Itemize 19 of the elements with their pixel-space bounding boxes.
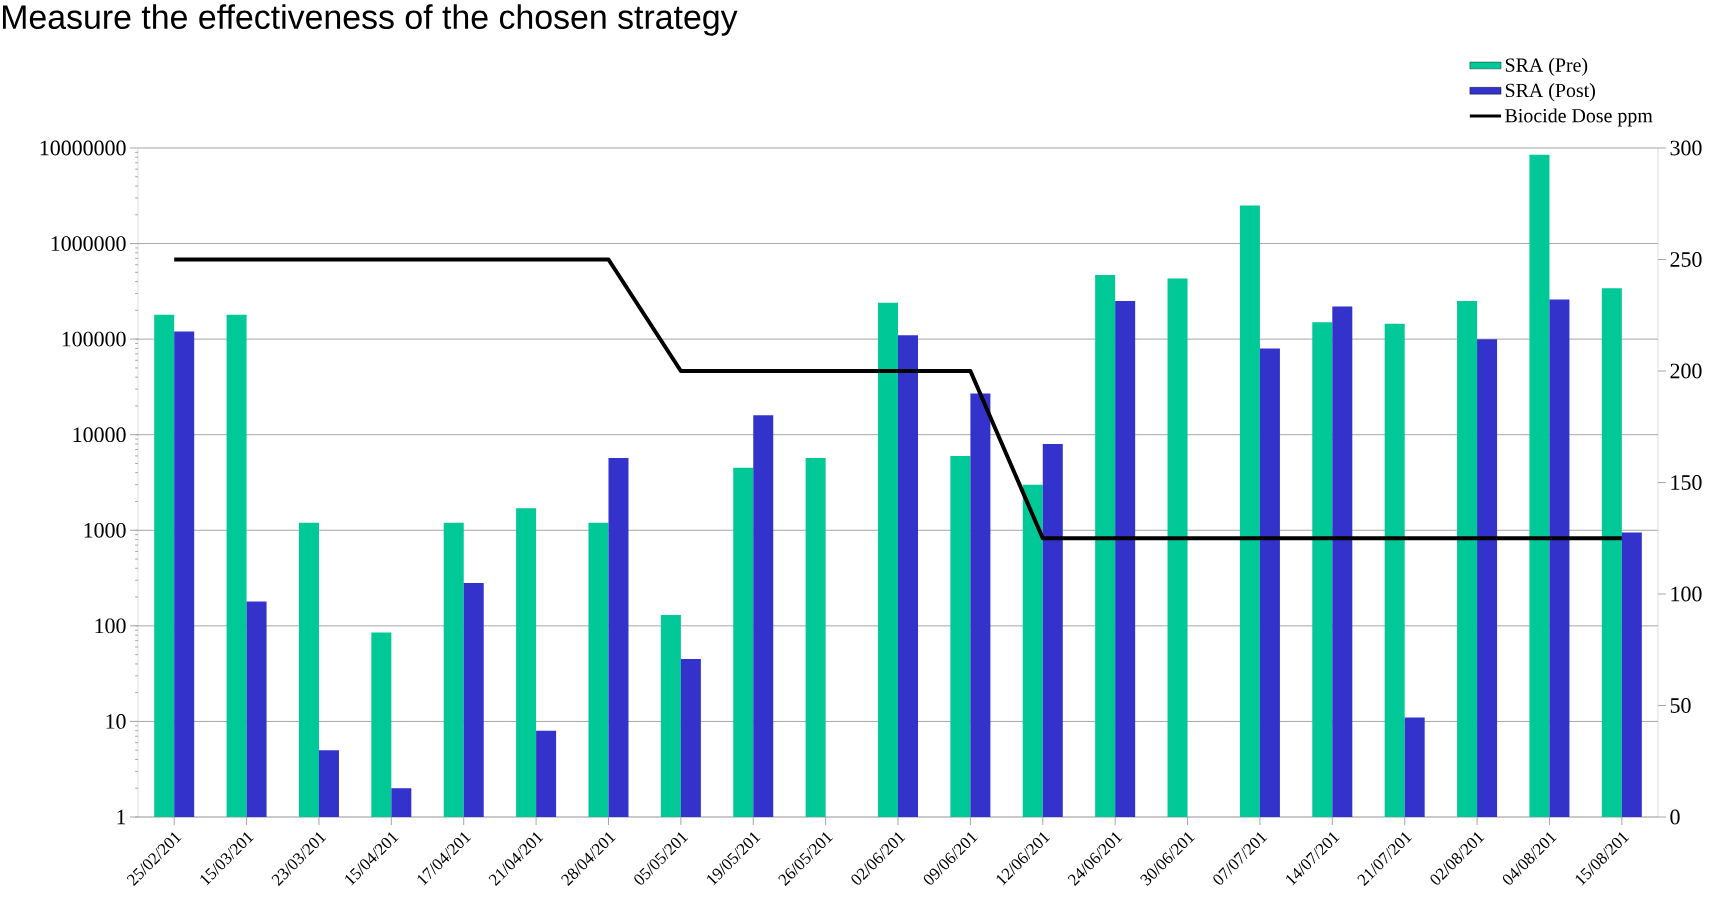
y2-tick-label: 50 xyxy=(1670,698,1691,713)
y-tick-label: 10000000 xyxy=(40,140,126,156)
legend-label: Biocide Dose ppm xyxy=(1505,108,1653,127)
y-tick-label: 10 xyxy=(106,714,126,729)
legend-label: SRA (Post) xyxy=(1505,83,1595,102)
y-tick-label: 1 xyxy=(117,809,126,825)
legend-label: SRA (Pre) xyxy=(1505,57,1588,76)
y-tick-label: 100000 xyxy=(62,331,126,347)
chart-title: Measure the effectiveness of the chosen strategy xyxy=(2,4,738,36)
y-tick-label: 1000000 xyxy=(51,236,126,251)
y2-tick-label: 250 xyxy=(1670,252,1702,267)
y-tick-label: 10000 xyxy=(73,427,126,443)
y-tick-label: 100 xyxy=(95,618,126,634)
y2-tick-label: 300 xyxy=(1670,140,1702,156)
y-tick-label: 1000 xyxy=(84,522,126,538)
y2-tick-label: 200 xyxy=(1670,363,1702,379)
y2-tick-label: 0 xyxy=(1670,809,1680,825)
y2-tick-label: 150 xyxy=(1671,475,1702,490)
y2-tick-label: 100 xyxy=(1671,586,1702,602)
